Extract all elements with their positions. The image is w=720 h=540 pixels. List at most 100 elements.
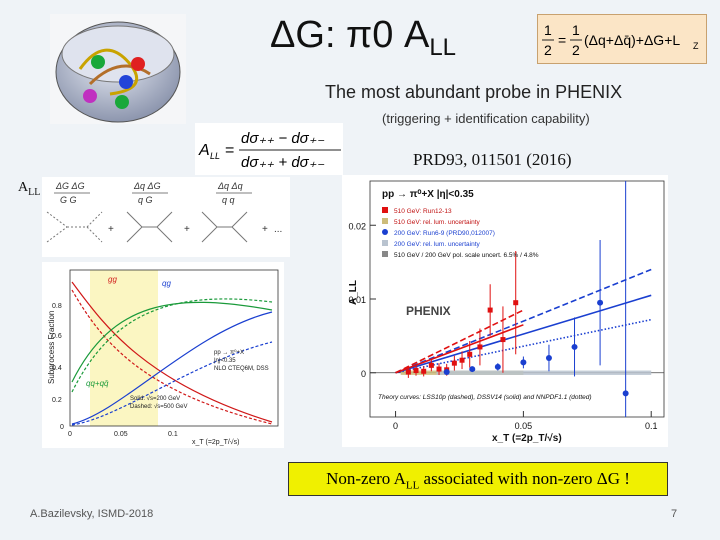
subproc-ytick: 0.4 [52, 365, 62, 372]
svg-text:2: 2 [572, 42, 580, 58]
data-point [421, 368, 427, 374]
svg-text:=: = [225, 142, 234, 159]
data-point [622, 390, 629, 397]
subproc-ytick: 0.2 [52, 397, 62, 404]
svg-text:2: 2 [544, 42, 552, 58]
legend-entry: 200 GeV: rel. lum. uncertainty [382, 240, 480, 248]
data-point [487, 307, 493, 313]
conclusion-banner: Non-zero ALL associated with non-zero ΔG… [288, 462, 668, 496]
subproc-xtick: 0.05 [114, 431, 128, 438]
feynman-diagrams-strip: ΔG ΔG G G Δq ΔG q G Δq Δq q q + + + ... [42, 177, 290, 257]
svg-text:q q: q q [222, 195, 235, 205]
subproc-xtick: 0.1 [168, 431, 178, 438]
x-tick-label: 0.05 [515, 421, 533, 431]
data-point [477, 344, 483, 350]
subproc-curve-label: qg [162, 279, 171, 288]
svg-text:200 GeV: Run6-9 (PRD90,012007): 200 GeV: Run6-9 (PRD90,012007) [394, 230, 495, 237]
data-point [428, 362, 434, 368]
svg-text:Z: Z [693, 41, 699, 51]
svg-text:ΔG ΔG: ΔG ΔG [55, 181, 85, 191]
theory-curve [395, 294, 652, 374]
svg-text:1: 1 [544, 22, 552, 38]
svg-text:510 GeV / 200 GeV pol. scale u: 510 GeV / 200 GeV pol. scale uncert. 6.5… [394, 252, 539, 259]
subprocess-fraction-plot: Subprocess Fraction 0.8 0.6 0.4 0.2 0 0 … [42, 262, 284, 448]
subproc-xtick: 0 [68, 431, 72, 438]
data-point [500, 337, 506, 343]
svg-text:...: ... [274, 224, 282, 235]
legend-entry: 510 GeV: Run12-13 [382, 207, 452, 215]
data-point [413, 368, 419, 374]
legend-entry: 510 GeV / 200 GeV pol. scale uncert. 6.5… [382, 251, 539, 259]
data-point [597, 299, 604, 306]
page-number: 7 [671, 508, 678, 520]
subproc-curve-label: qq+qq̄ [86, 379, 109, 388]
data-point [436, 366, 442, 372]
spin-sum-rule-box: 1 2 = 1 2 (Δq+Δq̄)+ΔG+L Z [537, 14, 707, 64]
svg-text:Δq ΔG: Δq ΔG [133, 181, 161, 191]
all-definition-formula: A LL = dσ₊₊ − dσ₊₋ dσ₊₊ + dσ₊₋ [195, 123, 343, 175]
theory-curve [395, 318, 652, 374]
svg-text:+: + [108, 224, 114, 235]
theory-curve [395, 309, 524, 374]
svg-text:1: 1 [572, 22, 580, 38]
theory-curve [395, 268, 652, 374]
subproc-style-legend: Dashed: √s=500 GeV [130, 403, 188, 410]
subproc-ylabel: Subprocess Fraction [47, 311, 56, 384]
page-title: ΔG: π0 ALL [270, 14, 457, 61]
svg-text:q G: q G [138, 195, 153, 205]
all-vs-xt-plot: pp → π⁰+X |η|<0.35 PHENIX A_LL x_T (=2p_… [342, 175, 668, 447]
svg-text:+: + [262, 224, 268, 235]
y-tick-label: 0 [361, 369, 366, 379]
legend-entry: 200 GeV: Run6-9 (PRD90,012007) [382, 229, 495, 237]
svg-text:510 GeV: rel. lum. uncertainty: 510 GeV: rel. lum. uncertainty [394, 219, 480, 226]
data-point [545, 355, 552, 361]
data-point [571, 343, 578, 350]
svg-text:510 GeV: Run12-13: 510 GeV: Run12-13 [394, 208, 452, 215]
svg-text:=: = [558, 32, 566, 48]
subproc-curve-label: gg [108, 275, 117, 284]
data-point [451, 360, 457, 366]
svg-text:200 GeV: rel. lum. uncertainty: 200 GeV: rel. lum. uncertainty [394, 241, 480, 248]
data-point [443, 369, 450, 376]
uncertainty-band [436, 370, 652, 375]
chart-watermark: PHENIX [406, 304, 451, 318]
subproc-style-legend: Solid: √s=200 GeV [130, 395, 180, 402]
svg-text:dσ₊₊ − dσ₊₋: dσ₊₊ − dσ₊₋ [241, 130, 325, 147]
data-point [494, 363, 501, 370]
y-tick-label: 0.02 [348, 221, 366, 231]
data-point [520, 359, 527, 366]
svg-text:(Δq+Δq̄)+ΔG+L: (Δq+Δq̄)+ΔG+L [584, 32, 680, 48]
x-tick-label: 0.1 [645, 421, 658, 431]
svg-text:+: + [184, 224, 190, 235]
data-point [469, 366, 476, 373]
svg-text:dσ₊₊ + dσ₊₋: dσ₊₊ + dσ₊₋ [241, 154, 325, 171]
subproc-xlabel: x_T (=2p_T/√s) [192, 438, 239, 446]
x-axis-label: x_T (=2p_T/√s) [492, 433, 562, 444]
y-tick-label: 0.01 [348, 295, 366, 305]
data-point [467, 351, 473, 357]
y-axis-label: A_LL [348, 280, 359, 305]
theory-caption: Theory curves: LSS10p (dashed), DSSV14 (… [378, 394, 592, 401]
footer-author: A.Bazilevsky, ISMD-2018 [30, 508, 154, 520]
theory-curve [395, 324, 524, 374]
proton-illustration [50, 14, 186, 124]
subproc-legend-line: |η|<0.35 [214, 358, 236, 364]
data-point [405, 369, 411, 375]
subproc-ytick: 0.8 [52, 303, 62, 310]
data-point [513, 300, 519, 306]
subproc-ytick: 0.6 [52, 333, 62, 340]
svg-text:G G: G G [60, 195, 77, 205]
svg-text:LL: LL [210, 151, 220, 161]
subproc-ytick: 0 [60, 424, 64, 431]
svg-text:A: A [198, 142, 210, 159]
subtitle-note: (triggering + identification capability) [382, 111, 590, 126]
x-tick-label: 0 [393, 421, 398, 431]
subproc-legend-line: NLO CTEQ6M, DSS [214, 366, 269, 372]
legend-entry: 510 GeV: rel. lum. uncertainty [382, 218, 480, 226]
svg-text:Δq Δq: Δq Δq [217, 181, 243, 191]
subproc-legend-line: pp → π⁰+X [214, 349, 244, 356]
subtitle: The most abundant probe in PHENIX [325, 82, 623, 102]
data-point [459, 357, 465, 363]
chart-title: pp → π⁰+X |η|<0.35 [382, 189, 474, 200]
reference-citation: PRD93, 011501 (2016) [413, 150, 572, 169]
